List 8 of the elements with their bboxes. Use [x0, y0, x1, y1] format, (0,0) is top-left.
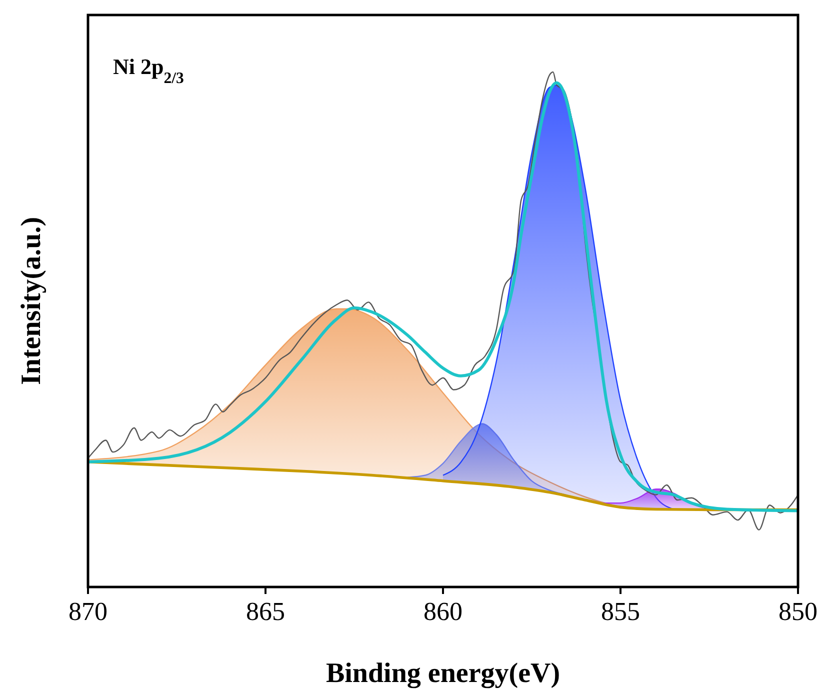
x-tick-label: 870 [68, 597, 108, 626]
annotation: Ni 2p$_{2/3}$ [113, 54, 184, 86]
x-tick-label: 850 [778, 597, 818, 626]
y-axis-title: Intensity(a.u.) [16, 216, 47, 386]
x-axis-title: Binding energy(eV) [326, 658, 560, 689]
x-tick-label: 860 [424, 597, 462, 626]
x-tick-label: 865 [246, 597, 285, 626]
x-tick-label: 855 [601, 597, 640, 626]
